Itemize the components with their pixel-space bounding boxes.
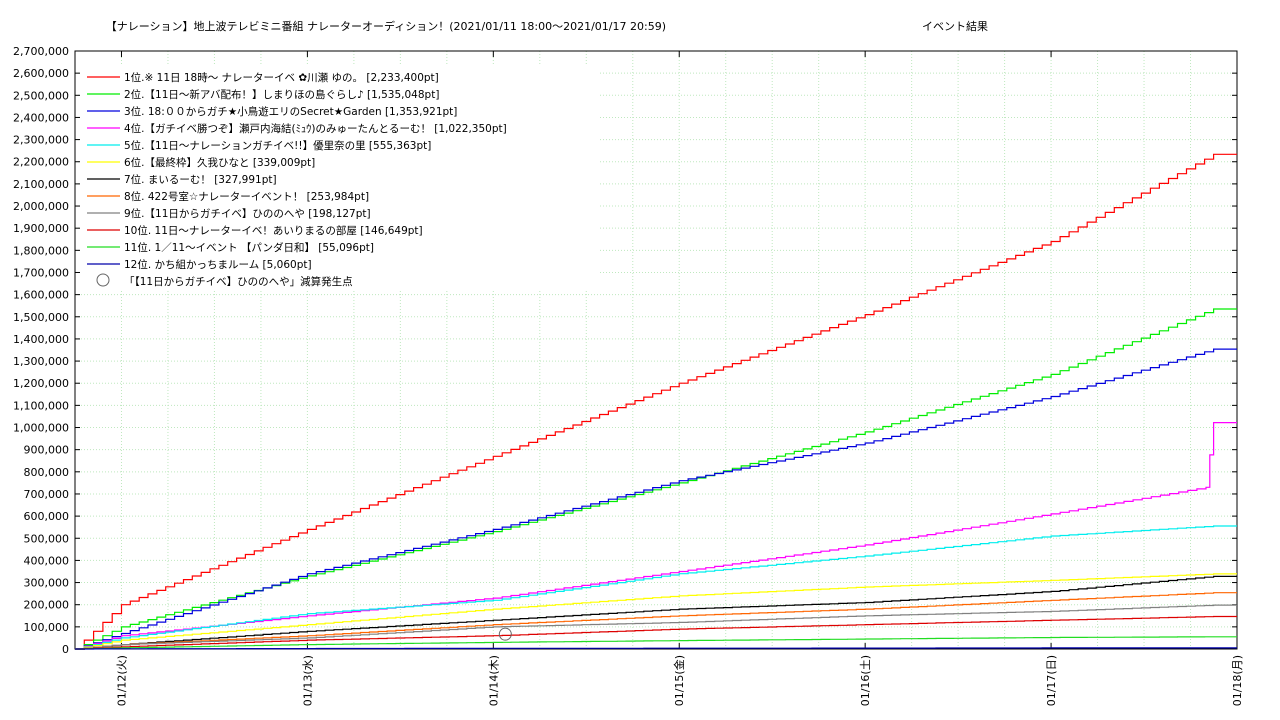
y-tick-label: 2,300,000 [13, 134, 69, 147]
series-line-12 [75, 647, 1237, 650]
y-tick-label: 2,600,000 [13, 67, 69, 80]
series-line-7 [75, 575, 1237, 650]
y-tick-label: 0 [62, 643, 69, 656]
chart-subtitle: イベント結果 [922, 19, 988, 33]
y-tick-label: 1,400,000 [13, 333, 69, 346]
series-line-8 [75, 592, 1237, 650]
legend-background [80, 64, 598, 290]
axes: 0 100,000 200,000 300,000 400,000 500,000 600,… [13, 45, 1244, 706]
series-line-10 [75, 615, 1237, 650]
legend-label-2: 2位.【11日〜新アバ配布！】しまりほの島ぐらし♪ [1,535,048pt] [124, 88, 439, 101]
x-tick-label: 01/12(火) [115, 655, 128, 706]
legend-label-5: 5位.【11日〜ナレーションガチイベ!!】優里奈の里 [555,363pt] [124, 139, 431, 152]
chart-title: 【ナレーション】地上波テレビミニ番組 ナレーターオーディション！(2021/01… [106, 19, 666, 33]
y-tick-label: 1,900,000 [13, 222, 69, 235]
x-tick-label: 01/15(金) [672, 655, 686, 706]
y-tick-label: 1,100,000 [13, 399, 69, 412]
y-tick-label: 1,700,000 [13, 266, 69, 279]
legend-label-11: 11位. 1／11〜イベント 【パンダ日和】 [55,096pt] [124, 241, 374, 254]
legend: 1位.※ 11日 18時〜 ナレーターイベ ✿川瀬 ゆの。 [2,233,400… [80, 64, 598, 290]
y-tick-label: 1,600,000 [13, 289, 69, 302]
series-line-1 [75, 153, 1237, 650]
legend-label-6: 6位.【最終枠】久我ひなと [339,009pt] [124, 156, 315, 169]
x-tick-label: 01/16(土) [859, 655, 872, 706]
y-tick-label: 200,000 [24, 599, 70, 612]
legend-label-10: 10位. 11日〜ナレーターイベ！あいりまるの部屋 [146,649pt] [124, 224, 423, 237]
y-tick-label: 100,000 [24, 621, 70, 634]
x-tick-label: 01/13(水) [301, 655, 314, 706]
series-line-4 [75, 422, 1237, 650]
y-tick-label: 1,300,000 [13, 355, 69, 368]
y-tick-label: 300,000 [24, 577, 70, 590]
y-tick-label: 400,000 [24, 554, 70, 567]
series-line-9 [75, 604, 1237, 650]
legend-label-12: 12位. かち組かっちまルーム [5,060pt] [124, 258, 312, 271]
y-tick-label: 2,100,000 [13, 178, 69, 191]
y-tick-label: 2,200,000 [13, 156, 69, 169]
y-tick-label: 2,700,000 [13, 45, 69, 58]
legend-label-4: 4位.【ガチイベ勝つぞ】瀬戸内海結(ﾐｭｳ)のみゅーたんとるーむ！ [1,022… [124, 122, 507, 135]
y-tick-label: 700,000 [24, 488, 70, 501]
legend-label-9: 9位.【11日からガチイベ】ひののへや [198,127pt] [124, 207, 371, 220]
legend-label-8: 8位. 422号室☆ナレーターイベント！ [253,984pt] [124, 190, 369, 203]
x-tick-label: 01/14(木) [487, 655, 500, 706]
annotation-marker [498, 627, 512, 641]
legend-label-7: 7位. まいるーむ！ [327,991pt] [124, 173, 277, 186]
series-lines [75, 153, 1237, 650]
series-line-11 [75, 636, 1237, 650]
y-tick-label: 2,500,000 [13, 89, 69, 102]
y-tick-label: 2,400,000 [13, 111, 69, 124]
y-tick-label: 1,000,000 [13, 422, 69, 435]
y-tick-label: 1,200,000 [13, 377, 69, 390]
y-tick-label: 1,800,000 [13, 244, 69, 257]
legend-label-3: 3位. 18:００からガチ★小鳥遊エリのSecret★Garden [1,353… [124, 105, 457, 118]
y-tick-label: 1,500,000 [13, 311, 69, 324]
y-tick-label: 800,000 [24, 466, 70, 479]
y-tick-label: 2,000,000 [13, 200, 69, 213]
x-tick-label: 01/18(月) [1231, 655, 1244, 706]
plot-frame [74, 50, 1238, 650]
series-line-6 [75, 573, 1237, 650]
legend-annotation-label: 「【11日からガチイベ】ひののへや」減算発生点 [124, 275, 353, 288]
y-tick-label: 600,000 [24, 510, 70, 523]
series-line-3 [75, 348, 1237, 650]
y-tick-label: 900,000 [24, 444, 70, 457]
legend-annotation-marker [96, 273, 110, 287]
y-tick-label: 500,000 [24, 532, 70, 545]
x-tick-label: 01/17(日) [1045, 655, 1058, 706]
series-line-5 [75, 525, 1237, 650]
legend-label-1: 1位.※ 11日 18時〜 ナレーターイベ ✿川瀬 ゆの。 [2,233,400… [124, 71, 439, 84]
